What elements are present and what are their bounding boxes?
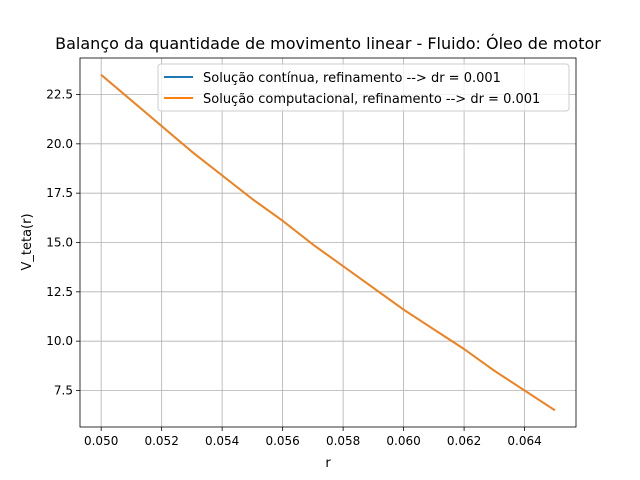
x-tick-label: 0.050 xyxy=(84,434,118,448)
y-tick-label: 7.5 xyxy=(54,383,73,397)
y-tick-label: 15.0 xyxy=(46,236,73,250)
x-axis-label: r xyxy=(325,456,331,471)
x-tick-label: 0.056 xyxy=(265,434,299,448)
legend-entry-continuous: Solução contínua, refinamento --> dr = 0… xyxy=(203,71,501,86)
legend: Solução contínua, refinamento --> dr = 0… xyxy=(157,63,570,112)
y-tick-label: 22.5 xyxy=(46,88,73,102)
y-axis-ticks: 7.5 10.0 12.5 15.0 17.5 20.0 22.5 xyxy=(46,88,80,397)
y-tick-label: 17.5 xyxy=(46,186,73,200)
y-axis-label: V_teta(r) xyxy=(20,213,35,270)
x-tick-label: 0.052 xyxy=(144,434,178,448)
series-line-2 xyxy=(100,74,556,411)
x-tick-label: 0.062 xyxy=(447,434,481,448)
y-tick-label: 12.5 xyxy=(46,285,73,299)
x-tick-label: 0.064 xyxy=(507,434,541,448)
grid xyxy=(80,58,576,427)
legend-box xyxy=(157,63,570,112)
series-group xyxy=(100,74,556,411)
x-tick-label: 0.058 xyxy=(326,434,360,448)
x-tick-label: 0.054 xyxy=(205,434,239,448)
y-tick-label: 10.0 xyxy=(46,334,73,348)
x-tick-label: 0.060 xyxy=(386,434,420,448)
legend-entry-computational: Solução computacional, refinamento --> d… xyxy=(203,92,540,107)
x-axis-ticks: 0.050 0.052 0.054 0.056 0.058 0.060 0.062 0.064 xyxy=(84,427,542,448)
chart-title: Balanço da quantidade de movimento linea… xyxy=(55,34,601,53)
y-tick-label: 20.0 xyxy=(46,137,73,151)
